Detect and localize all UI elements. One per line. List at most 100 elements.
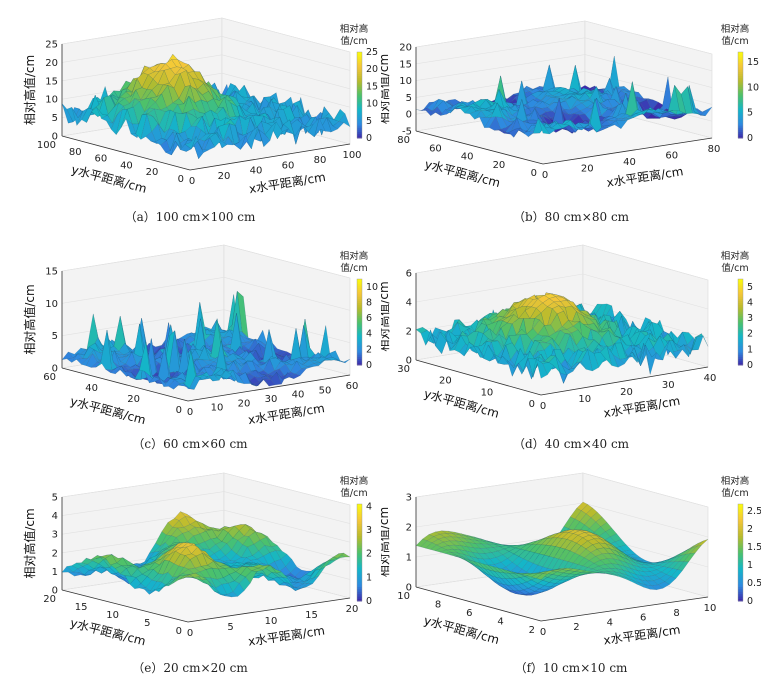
colorbar-tick-label: 10	[747, 82, 759, 93]
x-tick-label: 10	[704, 603, 717, 614]
colorbar-title-line2: 值/cm	[721, 487, 748, 499]
x-tick-label: 40	[704, 373, 717, 384]
colorbar-tick-label: 4	[366, 329, 372, 340]
colorbar-tick-label: 3	[747, 313, 753, 324]
z-tick-label: 0	[52, 132, 58, 143]
y-tick-label: 20	[146, 167, 159, 178]
surface-plot-d: 01020304001020300246x水平距离/cmy水平距离/cm相对高值…	[381, 227, 761, 454]
colorbar-segment	[357, 279, 362, 282]
colorbar-tick-label: 1.5	[747, 542, 761, 553]
colorbar-tick-label: 2.5	[747, 506, 761, 517]
x-tick-label: 8	[673, 608, 679, 619]
y-tick-label: 40	[461, 152, 474, 163]
x-tick-label: 15	[305, 610, 318, 621]
y-tick-label: 40	[120, 160, 133, 171]
y-axis-label: y水平距离/cm	[422, 612, 501, 647]
colorbar-tick-label: 15	[366, 81, 378, 92]
x-tick-label: 5	[227, 622, 233, 633]
colorbar-tick-label: 5	[747, 282, 753, 293]
z-tick-label: 6	[406, 269, 412, 280]
z-tick-label: 20	[399, 43, 412, 54]
caption-f: （f）10 cm×10 cm	[381, 659, 761, 676]
x-tick-label: 60	[282, 160, 295, 171]
surface-plot-e: 0510152005101520012345x水平距离/cmy水平距离/cm相对…	[0, 454, 380, 680]
x-axis-label: x水平距离/cm	[602, 622, 681, 648]
x-tick-label: 30	[265, 394, 278, 405]
colorbar-tick-label: 10	[366, 282, 378, 293]
z-axis-label: 相对高值/cm	[22, 55, 37, 125]
y-tick-label: 60	[94, 154, 107, 165]
x-tick-label: 20	[346, 604, 359, 615]
x-tick-label: 80	[708, 144, 721, 155]
x-tick-label: 2	[573, 622, 579, 633]
colorbar-tick-label: 0	[747, 596, 753, 607]
z-tick-label: 25	[45, 40, 58, 51]
colorbar-tick-label: 0.5	[747, 578, 761, 589]
z-tick-label: 1	[52, 567, 58, 578]
colorbar-title-line1: 相对高	[721, 475, 750, 487]
colorbar-tick-label: 0	[366, 360, 372, 371]
x-tick-label: 0	[187, 628, 193, 639]
y-tick-label: 0	[176, 626, 182, 637]
x-tick-label: 40	[623, 157, 636, 168]
colorbar-title-line2: 值/cm	[340, 262, 367, 274]
x-tick-label: 40	[292, 390, 305, 401]
x-tick-label: 40	[250, 166, 263, 177]
x-tick-label: 0	[540, 627, 546, 638]
z-tick-label: 0	[52, 586, 58, 597]
z-tick-label: 10	[399, 76, 412, 87]
x-tick-label: 0	[187, 407, 193, 418]
colorbar-tick-label: 6	[366, 313, 372, 324]
z-tick-label: 1	[406, 553, 412, 564]
x-axis-label: x水平距离/cm	[247, 622, 326, 648]
colorbar-title-line2: 值/cm	[721, 35, 748, 47]
x-tick-label: 10	[265, 616, 278, 627]
colorbar-tick-label: 2	[366, 344, 372, 355]
z-tick-label: 0	[406, 356, 412, 367]
colorbar-tick-label: 15	[747, 57, 759, 68]
colorbar-title-line2: 值/cm	[721, 262, 748, 274]
colorbar-title-line1: 相对高	[340, 475, 369, 487]
colorbar-tick-label: 0	[366, 133, 372, 144]
caption-e: （e）20 cm×20 cm	[0, 659, 380, 676]
z-tick-label: 5	[406, 93, 412, 104]
x-tick-label: 20	[238, 398, 251, 409]
y-tick-label: 20	[127, 394, 140, 405]
colorbar-tick-label: 4	[747, 298, 753, 309]
caption-a: （a）100 cm×100 cm	[0, 208, 380, 225]
z-axis-label: 相对高值/cm	[22, 284, 37, 354]
y-tick-label: 0	[178, 174, 184, 185]
x-tick-label: 0	[542, 170, 548, 181]
colorbar-tick-label: 10	[366, 99, 378, 110]
colorbar-tick-label: 5	[747, 108, 753, 119]
z-tick-label: 3	[52, 530, 58, 541]
x-tick-label: 30	[662, 380, 675, 391]
colorbar-title-line1: 相对高	[721, 23, 750, 35]
surface-plot-b: 020406080020406080-505101520x水平距离/cmy水平距…	[381, 0, 761, 227]
z-axis-label: 相对高值/cm	[22, 508, 37, 578]
colorbar-tick-label: 2	[366, 549, 372, 560]
x-tick-label: 4	[607, 617, 613, 628]
z-tick-label: 15	[399, 59, 412, 70]
colorbar-segment	[357, 504, 362, 507]
z-tick-label: 2	[406, 523, 412, 534]
caption-b: （b）80 cm×80 cm	[381, 208, 761, 225]
colorbar-segment	[357, 52, 362, 55]
x-axis-label: x水平距离/cm	[247, 400, 326, 427]
z-tick-label: 0	[52, 364, 58, 375]
colorbar-tick-label: 25	[366, 47, 378, 58]
x-tick-label: 20	[581, 164, 594, 175]
caption-d: （d）40 cm×40 cm	[381, 435, 761, 452]
y-tick-label: 8	[435, 600, 441, 611]
colorbar-tick-label: 1	[747, 344, 753, 355]
colorbar-segment	[738, 279, 743, 282]
z-tick-label: 0	[406, 583, 412, 594]
x-tick-label: 0	[189, 176, 195, 187]
y-tick-label: 20	[493, 160, 506, 171]
colorbar-title-line1: 相对高	[721, 250, 750, 262]
